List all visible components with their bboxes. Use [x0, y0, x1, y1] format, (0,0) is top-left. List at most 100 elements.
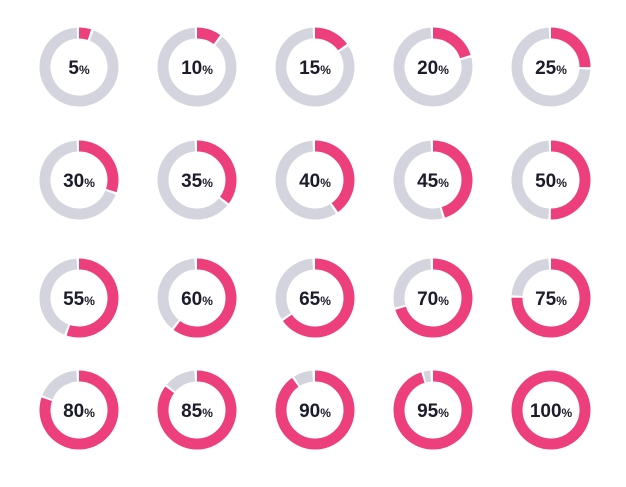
remaining-arc [393, 258, 473, 338]
remaining-arc [393, 370, 473, 450]
remaining-arc [39, 27, 119, 107]
value-label: 40% [299, 171, 331, 192]
percent-sign: % [556, 294, 567, 308]
value-label: 35% [181, 171, 213, 192]
value-number: 45 [417, 171, 439, 192]
donut-35: 35% [157, 140, 237, 220]
value-number: 80 [63, 401, 84, 422]
remaining-arc [511, 258, 591, 338]
value-number: 40 [299, 171, 320, 192]
value-label: 15% [299, 58, 331, 79]
donut-15: 15% [275, 27, 355, 107]
percent-sign: % [202, 294, 213, 308]
value-number: 20 [417, 58, 438, 79]
remaining-arc [511, 27, 591, 107]
filled-arc [393, 258, 473, 338]
value-number: 50 [535, 171, 556, 192]
donut-45: 45% [393, 140, 473, 220]
value-label: 85% [181, 401, 213, 422]
donut-75: 75% [511, 258, 591, 338]
percent-sign: % [320, 63, 331, 77]
remaining-arc [39, 258, 119, 338]
remaining-arc [157, 370, 237, 450]
value-label: 65% [299, 289, 331, 310]
remaining-arc [157, 140, 237, 220]
rings-group: 5% 10% 15% 20% 25%30% 35% 40% 45% 50%55% 60% 65% 70… [39, 27, 591, 450]
percent-sign: % [438, 176, 449, 190]
remaining-arc [393, 27, 473, 107]
filled-arc [157, 27, 237, 107]
percent-sign: % [84, 294, 95, 308]
percent-sign: % [202, 63, 213, 77]
donut-85: 85% [157, 370, 237, 450]
value-label: 70% [417, 289, 449, 310]
percent-sign: % [79, 63, 90, 77]
value-number: 65 [299, 289, 321, 310]
value-label: 30% [63, 171, 95, 192]
percent-sign: % [438, 294, 449, 308]
filled-arc [275, 258, 355, 338]
value-number: 10 [181, 58, 202, 79]
value-number: 60 [181, 289, 202, 310]
donut-70: 70% [393, 258, 473, 338]
value-number: 5 [68, 58, 79, 79]
donut-65: 65% [275, 258, 355, 338]
donut-55: 55% [39, 258, 119, 338]
filled-arc [275, 140, 355, 220]
percent-sign: % [556, 63, 567, 77]
remaining-arc [275, 27, 355, 107]
value-label: 45% [417, 171, 449, 192]
percent-sign: % [438, 406, 449, 420]
value-number: 55 [63, 289, 85, 310]
value-label: 10% [181, 58, 213, 79]
filled-arc [275, 370, 355, 450]
percent-sign: % [320, 406, 331, 420]
filled-arc [275, 27, 355, 107]
value-number: 35 [181, 171, 203, 192]
value-number: 30 [63, 171, 84, 192]
filled-arc [39, 27, 119, 107]
filled-arc [511, 140, 591, 220]
remaining-arc [157, 258, 237, 338]
remaining-arc [393, 140, 473, 220]
donut-40: 40% [275, 140, 355, 220]
filled-arc [511, 370, 591, 450]
percent-sign: % [320, 176, 331, 190]
value-number: 85 [181, 401, 203, 422]
donut-95: 95% [393, 370, 473, 450]
value-number: 25 [535, 58, 557, 79]
donut-30: 30% [39, 140, 119, 220]
donut-10: 10% [157, 27, 237, 107]
remaining-arc [275, 140, 355, 220]
remaining-arc [39, 140, 119, 220]
percent-sign: % [202, 406, 213, 420]
filled-arc [39, 258, 119, 338]
value-label: 80% [63, 401, 95, 422]
value-label: 100% [530, 401, 573, 422]
value-label: 5% [68, 58, 90, 79]
value-number: 90 [299, 401, 320, 422]
value-label: 20% [417, 58, 449, 79]
value-label: 90% [299, 401, 331, 422]
percent-sign: % [84, 406, 95, 420]
value-label: 60% [181, 289, 213, 310]
donut-5: 5% [39, 27, 119, 107]
percent-sign: % [320, 294, 331, 308]
donut-100: 100% [511, 370, 591, 450]
filled-arc [39, 370, 119, 450]
donut-60: 60% [157, 258, 237, 338]
value-label: 50% [535, 171, 567, 192]
filled-arc [39, 140, 119, 220]
percent-sign: % [438, 63, 449, 77]
value-number: 15 [299, 58, 321, 79]
donut-25: 25% [511, 27, 591, 107]
remaining-arc [157, 27, 237, 107]
donut-90: 90% [275, 370, 355, 450]
percent-sign: % [556, 176, 567, 190]
percent-sign: % [202, 176, 213, 190]
value-number: 75 [535, 289, 557, 310]
filled-arc [157, 258, 237, 338]
filled-arc [157, 370, 237, 450]
remaining-arc [275, 370, 355, 450]
